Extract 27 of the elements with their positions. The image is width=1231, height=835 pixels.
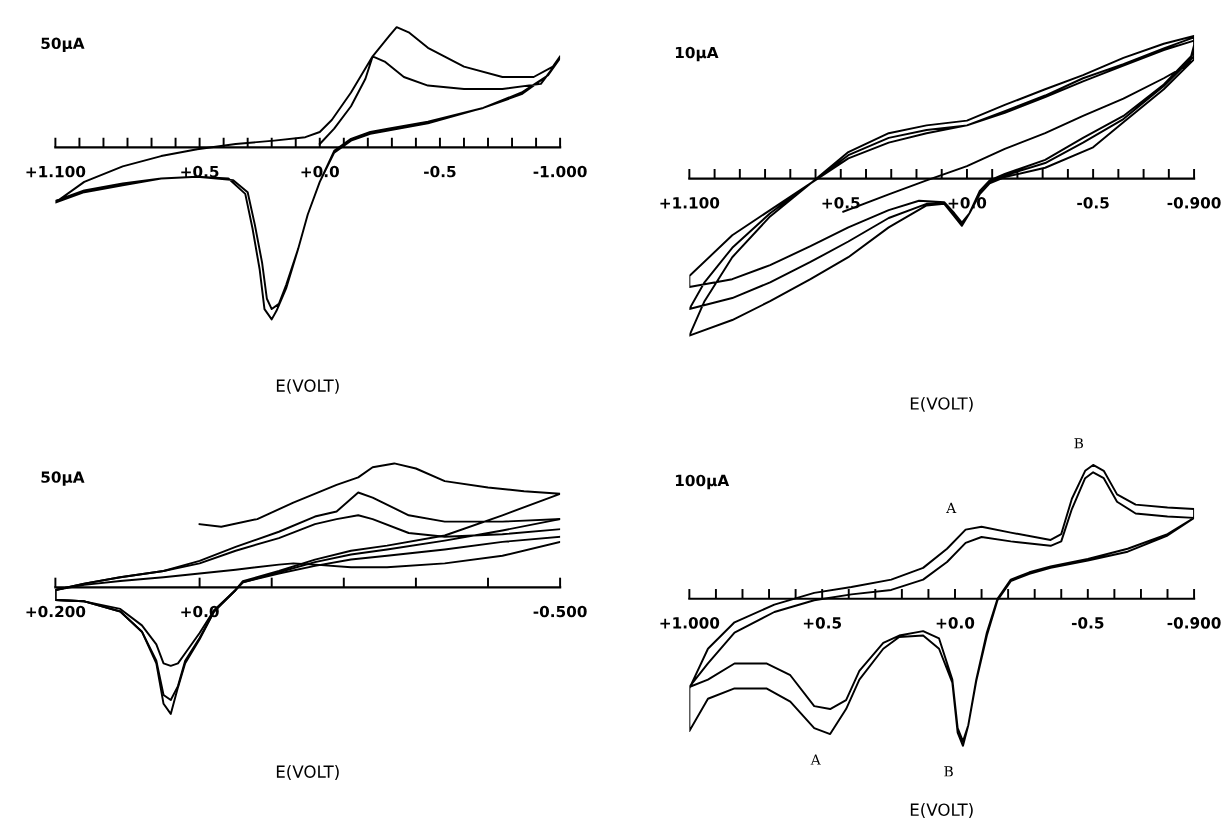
- annotation: A: [946, 502, 957, 513]
- x-tick-label: +0.5: [822, 197, 860, 209]
- x-tick-label: -1.000: [533, 165, 587, 178]
- x-tick-label: -0.900: [1167, 197, 1221, 209]
- x-tick-label: -0.500: [533, 605, 587, 618]
- x-tick-label: +0.0: [936, 617, 975, 629]
- annotation: A: [810, 754, 821, 765]
- annotation: B: [944, 766, 953, 777]
- x-tick-label: -0.5: [1071, 617, 1104, 629]
- x-tick-label: +0.200: [26, 605, 86, 618]
- x-tick-label: +1.100: [660, 197, 720, 209]
- annotation: 50µA: [41, 37, 85, 53]
- annotation: B: [1074, 438, 1084, 449]
- x-tick-label: +1.000: [660, 617, 720, 629]
- x-tick-label: -0.900: [1167, 617, 1221, 629]
- x-tick-label: +1.100: [26, 165, 86, 178]
- x-axis-title: E(VOLT): [276, 765, 339, 780]
- annotation: 50µA: [41, 471, 85, 486]
- x-axis-title: E(VOLT): [276, 379, 339, 394]
- x-tick-label: -0.5: [1077, 197, 1109, 209]
- annotation: 100µA: [675, 474, 730, 490]
- x-tick-label: +0.5: [181, 165, 219, 178]
- annotation: 10µA: [675, 46, 719, 62]
- x-axis-title: E(VOLT): [910, 803, 973, 818]
- x-tick-label: -0.5: [424, 165, 456, 178]
- x-axis-title: E(VOLT): [910, 396, 973, 412]
- x-tick-label: +0.5: [803, 617, 842, 629]
